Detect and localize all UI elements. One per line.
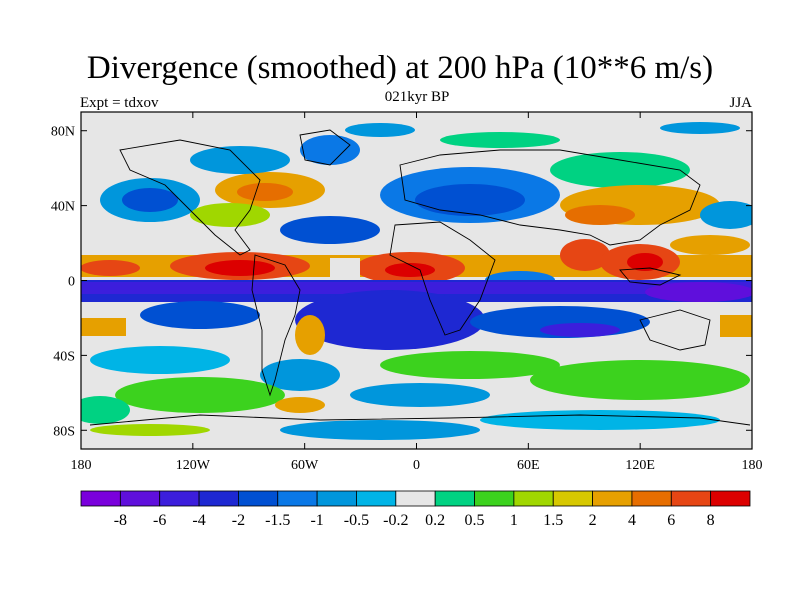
colorbar-label: 1 xyxy=(510,512,518,529)
lat-tick-label: 80S xyxy=(53,424,75,439)
colorbar-label: -0.2 xyxy=(383,512,408,529)
lon-tick-label: 0 xyxy=(413,458,420,473)
colorbar-swatch xyxy=(592,490,633,507)
colorbar-swatch xyxy=(238,490,279,507)
colorbar-label: 4 xyxy=(628,512,636,529)
lat-tick-label: 40S xyxy=(53,349,75,364)
colorbar-label: -1.5 xyxy=(265,512,290,529)
colorbar-swatch xyxy=(552,490,593,507)
lat-tick-label: 40N xyxy=(51,200,75,215)
colorbar-swatch xyxy=(277,490,318,507)
colorbar-swatch xyxy=(474,490,515,507)
lat-tick-label: 80N xyxy=(51,125,75,140)
colorbar-swatch xyxy=(434,490,475,507)
colorbar-label: 0.5 xyxy=(465,512,485,529)
colorbar-swatch xyxy=(631,490,672,507)
plot-subtitle: 021kyr BP xyxy=(384,89,450,105)
colorbar-swatch xyxy=(316,490,357,507)
colorbar-swatch xyxy=(198,490,239,507)
colorbar-label: -1 xyxy=(310,512,323,529)
lon-tick-label: 60W xyxy=(291,458,319,473)
longitude-axis: 180 120W 60W 0 60E 120E 180 xyxy=(71,112,763,473)
latitude-axis: 80N 40N 0 40S 80S xyxy=(51,125,752,439)
colorbar-label: 1.5 xyxy=(543,512,563,529)
colorbar-label: -6 xyxy=(153,512,166,529)
season-label: JJA xyxy=(729,95,752,111)
colorbar-swatch xyxy=(710,490,751,507)
colorbar-swatch xyxy=(513,490,554,507)
lon-tick-label: 180 xyxy=(742,458,763,473)
colorbar: -8 -6 -4 -2 -1.5 -1 -0.5 -0.2 0.2 0.5 1 1.5 2 4 6 8 xyxy=(80,490,751,529)
lon-tick-label: 60E xyxy=(517,458,540,473)
plot-title: Divergence (smoothed) at 200 hPa (10**6 … xyxy=(86,50,714,86)
lon-tick-label: 120W xyxy=(176,458,211,473)
colorbar-swatch xyxy=(159,490,200,507)
colorbar-label: -8 xyxy=(114,512,127,529)
colorbar-label: -2 xyxy=(232,512,245,529)
divergence-field xyxy=(81,112,752,449)
colorbar-swatch xyxy=(119,490,161,507)
colorbar-label: -0.5 xyxy=(344,512,369,529)
colorbar-label: 2 xyxy=(589,512,597,529)
lat-tick-label: 0 xyxy=(68,275,75,290)
colorbar-label: -4 xyxy=(192,512,205,529)
lon-tick-label: 180 xyxy=(71,458,92,473)
colorbar-swatch xyxy=(395,490,436,507)
colorbar-swatch xyxy=(356,490,397,507)
colorbar-label: 8 xyxy=(707,512,715,529)
colorbar-swatch xyxy=(80,490,121,507)
experiment-label: Expt = tdxov xyxy=(80,95,159,111)
colorbar-label: 0.2 xyxy=(425,512,445,529)
colorbar-label: 6 xyxy=(667,512,675,529)
colorbar-swatch xyxy=(670,490,712,507)
lon-tick-label: 120E xyxy=(625,458,655,473)
